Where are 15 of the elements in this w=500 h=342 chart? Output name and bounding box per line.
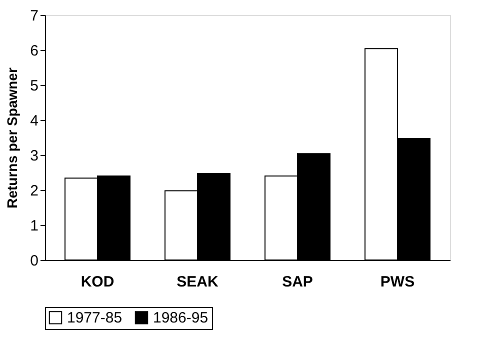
y-tick-label: 2 [30,182,38,200]
legend-label: 1986-95 [153,310,208,327]
y-tick-label: 1 [30,218,38,234]
y-tick-label: 3 [30,148,38,164]
x-tick-label: KOD [80,274,114,290]
y-tick-label: 5 [30,78,38,94]
y-tick-label: 0 [30,252,38,270]
x-tick-label: SAP [282,274,313,290]
x-tick-label: SEAK [176,274,218,290]
legend-label: 1977-85 [67,310,122,327]
x-tick-label: PWS [380,274,415,290]
y-tick-label: 4 [30,112,38,130]
y-tick-label: 7 [30,8,38,24]
y-tick-label: 6 [30,42,38,60]
y-axis-title: Returns per Spawner [4,67,20,208]
